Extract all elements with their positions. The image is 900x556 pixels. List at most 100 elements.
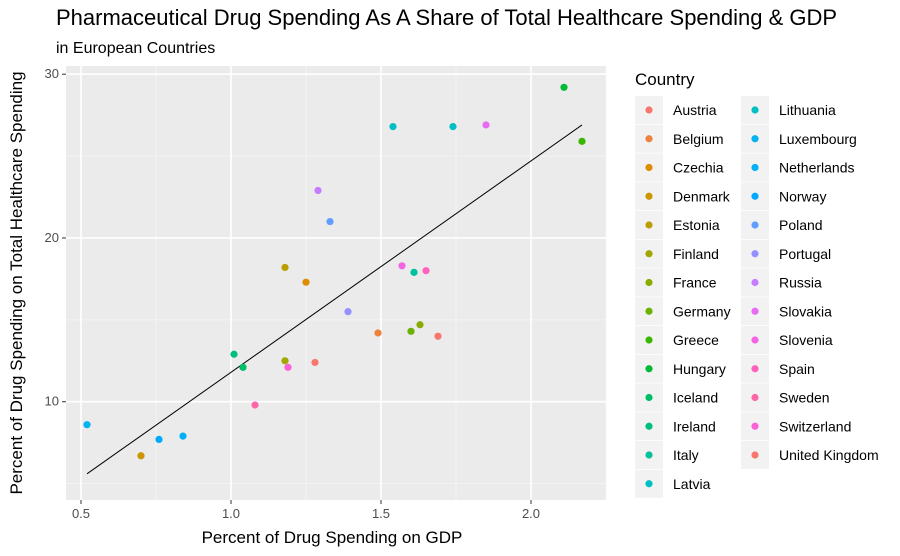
x-axis-ticks: 0.5 1.0 1.5 2.0 <box>72 500 540 521</box>
legend-item-label: Finland <box>673 246 719 262</box>
point-poland <box>326 217 334 226</box>
y-axis-ticks: 10 20 30 <box>45 66 66 409</box>
y-tick-label: 10 <box>45 394 59 409</box>
point-iceland <box>239 363 247 371</box>
legend-item-label: Lithuania <box>779 102 836 118</box>
point-france <box>416 321 424 329</box>
legend-swatch <box>645 422 653 430</box>
legend-item-label: Greece <box>673 332 719 348</box>
legend-swatch <box>751 451 759 459</box>
legend-item-label: Latvia <box>673 476 711 492</box>
legend-swatch <box>645 135 653 143</box>
y-tick-label: 20 <box>45 230 59 245</box>
point-lithuania <box>449 122 457 131</box>
legend-item-label: France <box>673 275 717 291</box>
legend-item-label: Norway <box>779 188 826 204</box>
legend-swatch <box>751 192 759 200</box>
legend-item-label: Russia <box>779 275 822 291</box>
legend-swatch <box>751 393 759 402</box>
point-germany <box>407 327 415 335</box>
legend-swatch <box>751 135 759 143</box>
legend: Country Austria Belgium Czechia Denmark Esto… <box>635 70 879 498</box>
legend-swatch <box>645 393 653 402</box>
point-italy <box>410 268 418 276</box>
point-austria <box>311 358 319 367</box>
y-tick-label: 30 <box>45 66 59 81</box>
legend-item-label: Italy <box>673 447 699 463</box>
legend-swatch <box>751 365 759 373</box>
legend-swatch <box>645 106 653 114</box>
legend-item-label: Denmark <box>673 188 731 204</box>
legend-swatch <box>645 307 653 315</box>
point-estonia <box>281 263 289 272</box>
legend-item-label: Iceland <box>673 390 718 406</box>
legend-item-label: Estonia <box>673 217 720 233</box>
y-axis-label: Percent of Drug Spending on Total Health… <box>7 71 26 494</box>
legend-item-label: Czechia <box>673 160 724 176</box>
data-points <box>83 83 586 460</box>
legend-swatch <box>645 192 653 200</box>
point-belgium <box>374 329 382 337</box>
point-hungary <box>560 83 568 91</box>
x-axis-label: Percent of Drug Spending on GDP <box>202 528 463 547</box>
legend-swatch <box>751 250 759 258</box>
legend-item-label: Sweden <box>779 390 830 406</box>
point-luxembourg <box>83 421 91 429</box>
legend-item-label: Germany <box>673 303 731 319</box>
legend-item-label: Belgium <box>673 131 724 147</box>
legend-item-label: Portugal <box>779 246 831 262</box>
legend-item-label: Netherlands <box>779 160 855 176</box>
chart-title: Pharmaceutical Drug Spending As A Share … <box>56 5 837 30</box>
x-tick-label: 1.5 <box>372 506 390 521</box>
point-switzerland <box>284 363 292 371</box>
legend-swatch <box>751 278 759 287</box>
legend-item-label: Spain <box>779 361 815 377</box>
legend-item-label: Hungary <box>673 361 726 377</box>
point-greece <box>578 137 586 145</box>
x-tick-label: 1.0 <box>222 506 240 521</box>
legend-item-label: Luxembourg <box>779 131 857 147</box>
point-united-kingdom <box>434 332 442 340</box>
legend-item-label: Austria <box>673 102 717 118</box>
x-tick-label: 0.5 <box>72 506 90 521</box>
point-slovakia <box>482 121 490 129</box>
legend-swatch <box>645 278 653 287</box>
legend-swatch <box>751 336 759 344</box>
point-denmark <box>137 452 145 460</box>
legend-swatch <box>751 422 759 430</box>
legend-item-label: United Kingdom <box>779 447 879 463</box>
legend-item-label: Slovenia <box>779 332 833 348</box>
legend-swatch <box>645 336 653 344</box>
panel-background <box>66 66 606 500</box>
point-sweden <box>251 401 259 409</box>
point-russia <box>314 186 322 195</box>
legend-swatch <box>751 106 759 114</box>
legend-item-label: Slovakia <box>779 303 832 319</box>
legend-item-label: Poland <box>779 217 823 233</box>
chart-subtitle: in European Countries <box>56 40 215 57</box>
legend-swatch <box>751 163 759 172</box>
plot-panel <box>66 66 607 500</box>
legend-swatch <box>645 221 653 229</box>
legend-swatch <box>645 250 653 258</box>
legend-item-label: Ireland <box>673 418 716 434</box>
x-tick-label: 2.0 <box>522 506 540 521</box>
point-finland <box>281 357 289 365</box>
legend-item-label: Switzerland <box>779 418 851 434</box>
legend-swatch <box>645 480 653 488</box>
legend-title: Country <box>635 70 695 89</box>
legend-swatch <box>645 451 653 459</box>
trend-line <box>86 124 583 475</box>
point-czechia <box>302 278 310 286</box>
point-latvia <box>389 122 397 131</box>
point-norway <box>155 435 163 444</box>
legend-swatch <box>751 221 759 229</box>
legend-swatch <box>645 163 653 172</box>
legend-swatch <box>645 365 653 373</box>
point-portugal <box>344 308 352 316</box>
point-spain <box>422 267 430 275</box>
point-ireland <box>230 350 238 358</box>
point-slovenia <box>398 262 406 270</box>
point-netherlands <box>179 432 187 440</box>
